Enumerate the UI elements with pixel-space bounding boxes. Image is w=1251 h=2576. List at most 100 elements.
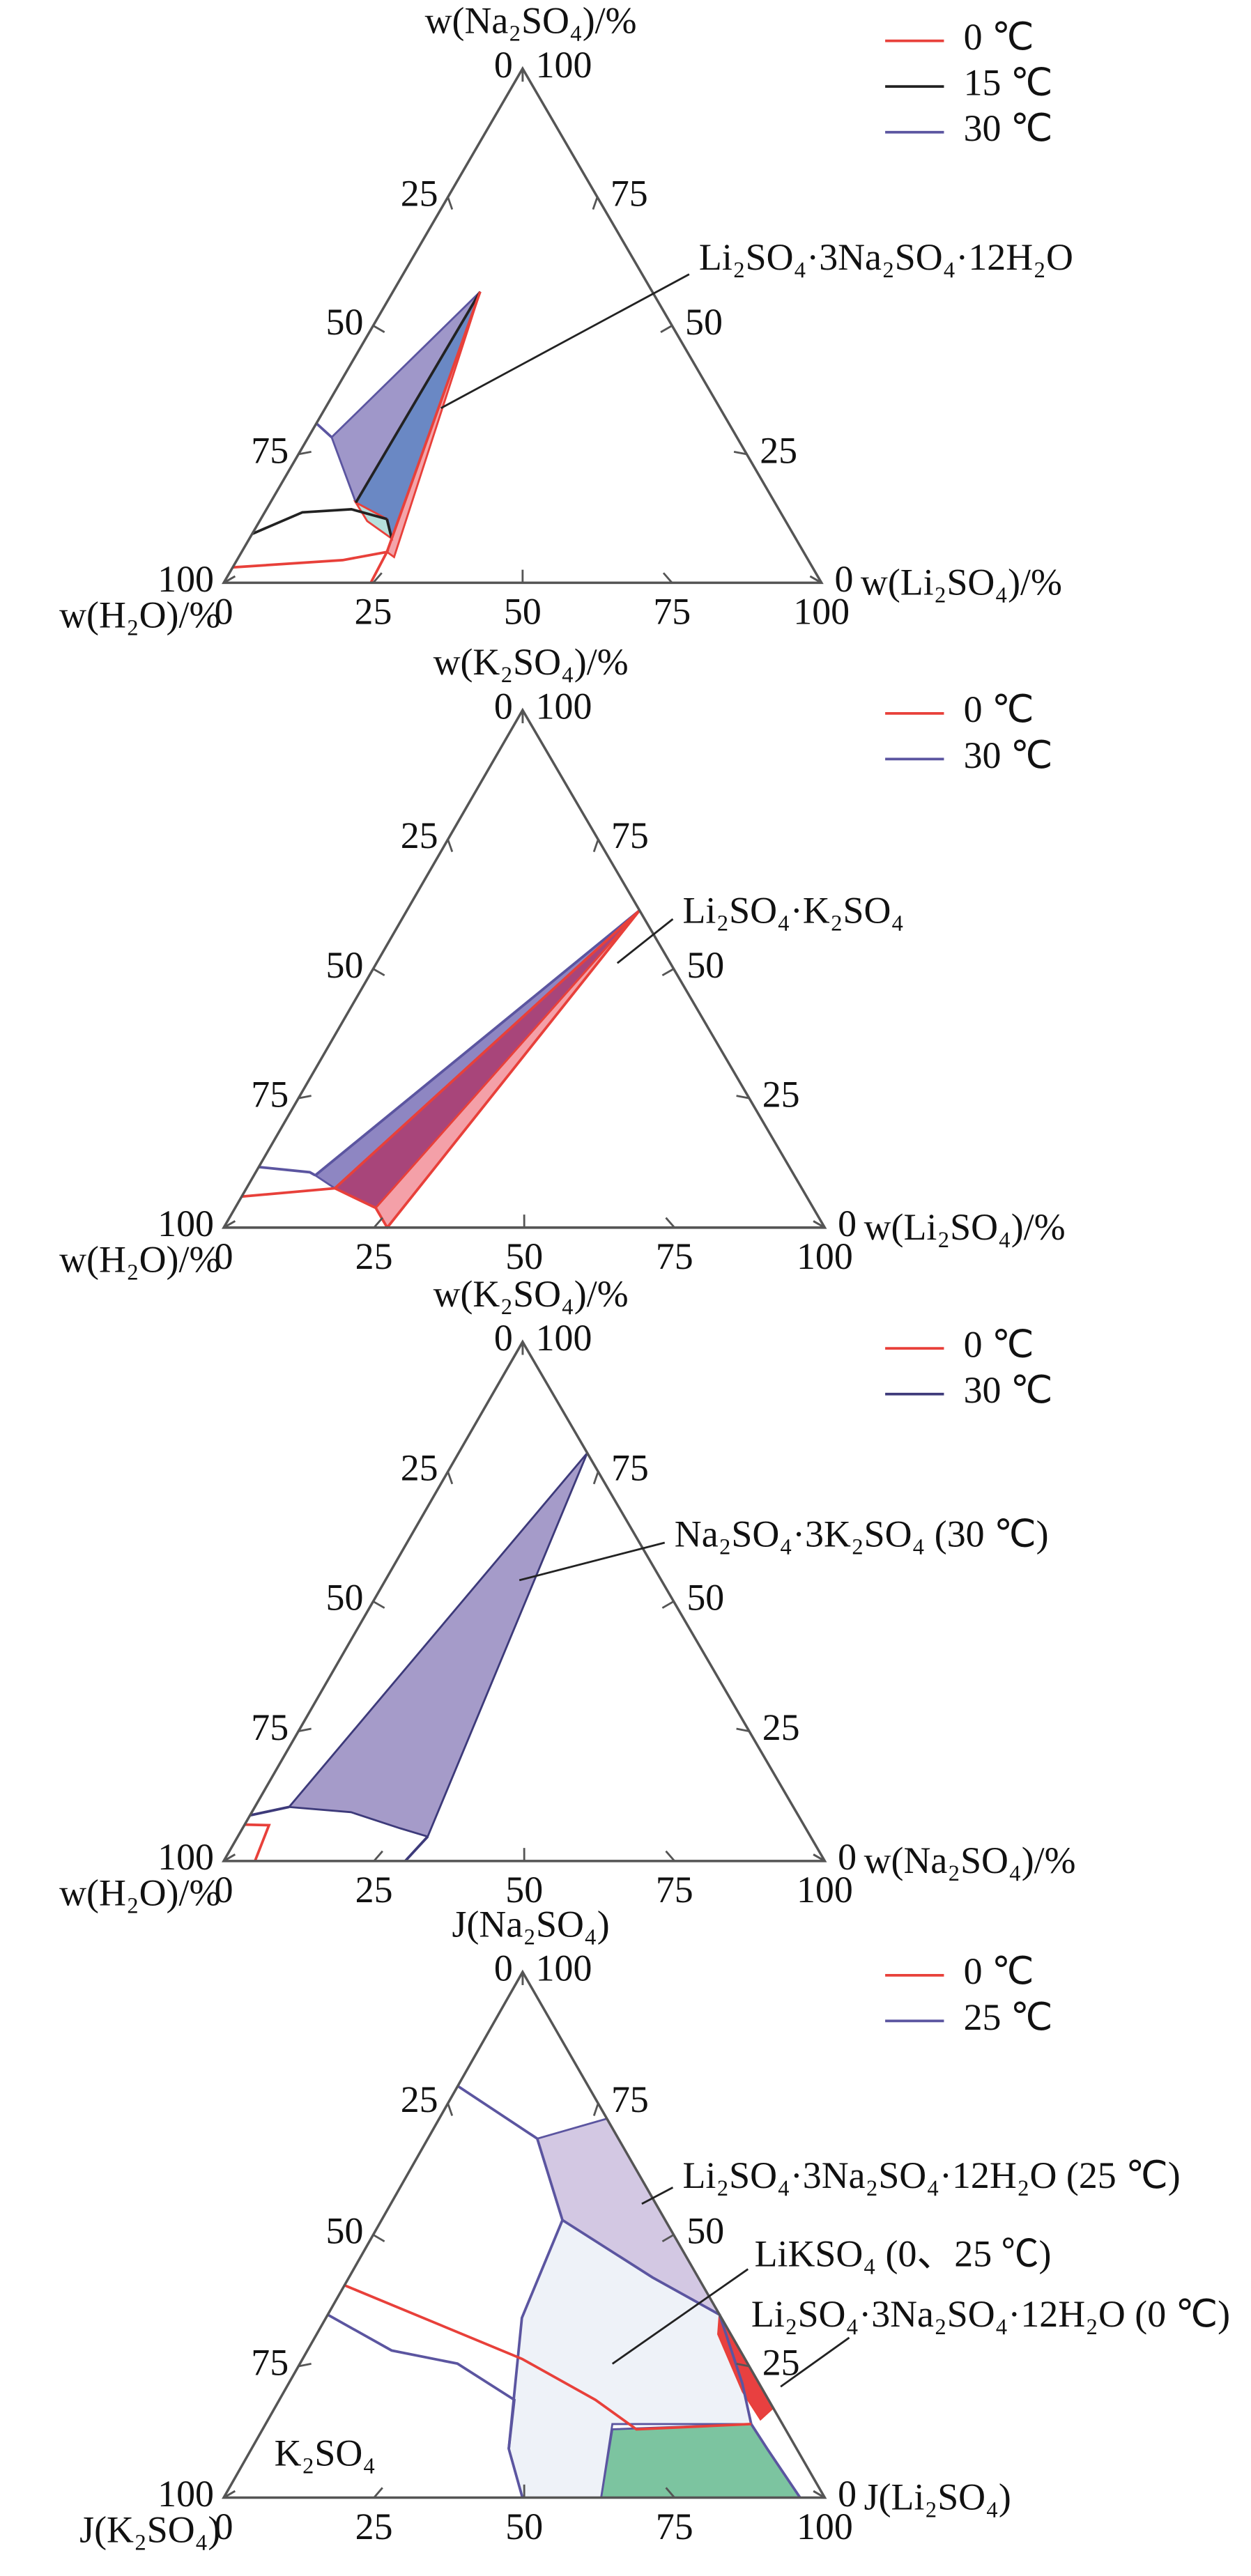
- phase-curve: [456, 2085, 565, 2499]
- leader-line: [616, 918, 674, 964]
- bottom-tick-label: 0: [215, 1235, 233, 1277]
- phase-region: [286, 1452, 588, 1838]
- triangle-frame: [221, 707, 827, 1229]
- tick-mark: [592, 196, 599, 210]
- phase-region: [374, 909, 640, 1230]
- right-tick-label: 0: [838, 1203, 857, 1244]
- tick-mark: [592, 1471, 599, 1485]
- tick-mark: [223, 1220, 236, 1229]
- annotation: LiKSO₄ (0、25 ℃): [755, 2233, 1052, 2275]
- tick-mark: [372, 325, 385, 333]
- left-tick-label: 0: [494, 44, 513, 86]
- tick-mark: [592, 839, 599, 852]
- left-tick-label: 100: [158, 1203, 214, 1244]
- left-tick-label: 0: [494, 686, 513, 727]
- bottom-axis-title: J(Li₂SO₄): [864, 2476, 1011, 2518]
- tick-mark: [447, 196, 454, 210]
- tick-mark: [665, 1217, 675, 1228]
- tick-mark: [372, 1601, 385, 1609]
- tick-mark: [813, 1220, 826, 1229]
- phase-curve: [252, 507, 387, 536]
- left-tick-label: 75: [251, 429, 289, 471]
- tick-mark: [223, 575, 236, 584]
- phase-curve: [385, 518, 393, 539]
- tick-mark: [813, 1853, 826, 1862]
- tick-mark: [813, 2490, 826, 2499]
- tick-mark: [736, 1095, 750, 1100]
- left-axis-title: w(H₂O)/%: [59, 594, 220, 635]
- phase-curve: [404, 1835, 429, 1862]
- right-tick-label: 100: [536, 44, 592, 86]
- leader-line: [611, 2268, 749, 2365]
- bottom-tick-label: 75: [656, 1869, 693, 1911]
- bottom-tick-label: 75: [656, 1235, 693, 1277]
- tick-mark: [373, 1217, 383, 1228]
- tick-mark: [372, 572, 383, 584]
- bottom-tick-label: 0: [215, 1869, 233, 1911]
- bottom-tick-label: 100: [797, 1235, 853, 1277]
- legend-label: 30 ℃: [964, 1369, 1053, 1411]
- legend-label: 0 ℃: [964, 1950, 1034, 1992]
- left-tick-label: 100: [158, 2473, 214, 2515]
- tick-mark: [661, 1601, 675, 1609]
- bottom-tick-label: 75: [656, 2506, 693, 2547]
- left-tick-label: 25: [401, 2078, 438, 2120]
- left-axis-title: J(K₂SO₄): [79, 2508, 220, 2550]
- bottom-axis-title: w(Li₂SO₄)/%: [861, 561, 1062, 603]
- bottom-tick-label: 25: [355, 1235, 393, 1277]
- annotation: Li₂SO₄·3Na₂SO₄·12H₂O: [699, 236, 1073, 278]
- right-tick-label: 50: [686, 944, 724, 986]
- left-axis-title: w(H₂O)/%: [59, 1239, 220, 1281]
- tick-mark: [373, 1850, 383, 1862]
- tick-mark: [298, 450, 312, 456]
- tick-mark: [447, 2103, 454, 2116]
- phase-curve: [386, 909, 641, 1228]
- left-tick-label: 50: [326, 1577, 364, 1619]
- bottom-tick-label: 25: [355, 591, 392, 633]
- left-axis-title: w(H₂O)/%: [59, 1872, 220, 1914]
- phase-curve: [245, 1823, 271, 1862]
- bottom-tick-label: 75: [653, 591, 691, 633]
- right-tick-label: 0: [838, 1836, 857, 1878]
- phase-curve: [259, 1166, 316, 1177]
- right-tick-label: 25: [762, 1074, 800, 1116]
- tick-mark: [736, 2362, 750, 2368]
- bottom-tick-label: 100: [797, 1869, 853, 1911]
- right-tick-label: 50: [686, 2210, 724, 2252]
- phase-curve: [344, 2284, 751, 2431]
- tick-mark: [665, 2487, 675, 2499]
- right-tick-label: 25: [760, 429, 797, 471]
- phase-curve: [327, 2313, 516, 2449]
- leader-line: [780, 2336, 850, 2388]
- left-tick-label: 25: [401, 172, 438, 214]
- right-tick-label: 0: [834, 558, 853, 600]
- right-tick-label: 25: [762, 1706, 800, 1748]
- tick-mark: [736, 1727, 750, 1732]
- top-axis-title: w(Na₂SO₄)/%: [425, 0, 637, 42]
- left-tick-label: 50: [326, 944, 364, 986]
- leader-line: [440, 273, 690, 409]
- right-tick-label: 100: [536, 1317, 592, 1359]
- leader-line: [641, 2186, 674, 2205]
- left-tick-label: 75: [251, 1074, 289, 1116]
- bottom-tick-label: 25: [355, 1869, 393, 1911]
- tick-mark: [298, 1727, 312, 1732]
- legend-label: 30 ℃: [964, 107, 1053, 149]
- tick-mark: [665, 1850, 675, 1862]
- tick-mark: [373, 2487, 383, 2499]
- legend-label: 15 ℃: [964, 62, 1053, 104]
- phase-curve: [250, 1805, 290, 1817]
- tick-mark: [661, 2234, 675, 2243]
- tick-mark: [733, 450, 747, 456]
- bottom-tick-label: 25: [355, 2506, 393, 2547]
- phase-region: [599, 2423, 802, 2499]
- tick-mark: [661, 968, 675, 977]
- bottom-tick-label: 50: [504, 591, 542, 633]
- right-tick-label: 75: [611, 1447, 649, 1488]
- tick-mark: [223, 1853, 236, 1862]
- legend-label: 30 ℃: [964, 734, 1053, 776]
- annotation: Li₂SO₄·K₂SO₄: [683, 889, 905, 931]
